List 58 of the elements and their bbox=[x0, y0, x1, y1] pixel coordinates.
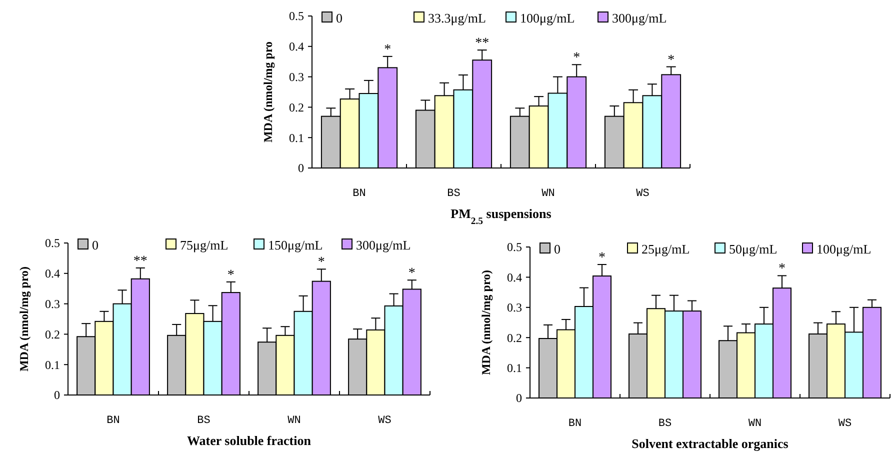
y-axis-title: MDA (nmol/mg pro bbox=[261, 41, 275, 143]
legend-label: 100μg/mL bbox=[816, 242, 872, 257]
x-tick-label: WN bbox=[748, 418, 762, 430]
x-axis-title: PM$_{2.5}$ suspensions bbox=[450, 206, 552, 226]
y-tick-label: 0.4 bbox=[507, 270, 522, 284]
legend-label: 33.3μg/mL bbox=[428, 10, 486, 26]
data-label: * bbox=[318, 255, 325, 270]
data-label: ** bbox=[133, 254, 148, 269]
y-tick-label: 0.4 bbox=[45, 266, 60, 281]
x-tick-label: BN bbox=[106, 415, 120, 427]
y-tick-label: 0.2 bbox=[289, 100, 304, 114]
data-label: * bbox=[668, 52, 675, 68]
x-tick-label: BN bbox=[352, 188, 366, 200]
x-tick-label: BS bbox=[447, 188, 461, 200]
y-tick-label: 0.2 bbox=[45, 327, 60, 342]
y-tick-label: 0.1 bbox=[507, 361, 522, 375]
y-tick-label: 0.5 bbox=[289, 9, 304, 24]
y-tick-label: 0.5 bbox=[45, 236, 60, 250]
y-tick-label: 0.3 bbox=[45, 297, 60, 311]
x-tick-label: WN bbox=[542, 188, 555, 200]
y-tick-label: 0.1 bbox=[45, 358, 60, 372]
data-label: * bbox=[227, 268, 234, 283]
legend-label: 150μg/mL bbox=[268, 238, 323, 253]
legend-label: 0 bbox=[554, 242, 560, 257]
y-tick-label: 0.4 bbox=[289, 40, 304, 54]
data-label: * bbox=[573, 50, 580, 66]
y-tick-label: 0 bbox=[298, 161, 304, 176]
data-label: ** bbox=[475, 36, 490, 52]
data-label: * bbox=[408, 266, 416, 282]
y-tick-label: 0.2 bbox=[507, 330, 522, 345]
data-label: * bbox=[778, 262, 786, 277]
legend-label: 0 bbox=[92, 238, 98, 253]
x-tick-label: WS bbox=[378, 415, 392, 427]
x-tick-label: WN bbox=[288, 415, 301, 427]
x-tick-label: WS bbox=[838, 418, 852, 430]
x-tick-label: BN bbox=[568, 418, 582, 430]
legend-label: 75μg/mL bbox=[180, 238, 228, 253]
x-tick-label: BS bbox=[197, 415, 211, 427]
y-tick-label: 0.5 bbox=[507, 240, 522, 254]
legend-label: 300μg/mL bbox=[612, 10, 667, 26]
legend-label: 50μg/mL bbox=[729, 242, 778, 257]
y-axis-title: MDA (nmol/mg pro) bbox=[479, 270, 493, 376]
legend-label: 300μg/mL bbox=[356, 238, 411, 253]
legend-label: 25μg/mL bbox=[642, 242, 690, 257]
y-tick-label: 0 bbox=[516, 391, 522, 406]
x-tick-label: WS bbox=[636, 188, 650, 200]
y-axis-title: MDA (nmol/mg pro) bbox=[17, 266, 31, 372]
data-label: * bbox=[384, 42, 392, 58]
y-tick-label: 0.1 bbox=[289, 130, 304, 145]
x-axis-title: Solvent extractable organics bbox=[632, 436, 788, 451]
legend-label: 100μg/mL bbox=[520, 10, 575, 26]
y-tick-label: 0 bbox=[54, 388, 60, 402]
x-tick-label: BS bbox=[658, 418, 672, 430]
y-tick-label: 0.3 bbox=[289, 70, 304, 84]
x-axis-title: Water soluble fraction bbox=[187, 433, 312, 448]
legend-label: 0 bbox=[336, 10, 342, 26]
y-tick-label: 0.3 bbox=[507, 300, 522, 315]
data-label: * bbox=[598, 250, 606, 266]
